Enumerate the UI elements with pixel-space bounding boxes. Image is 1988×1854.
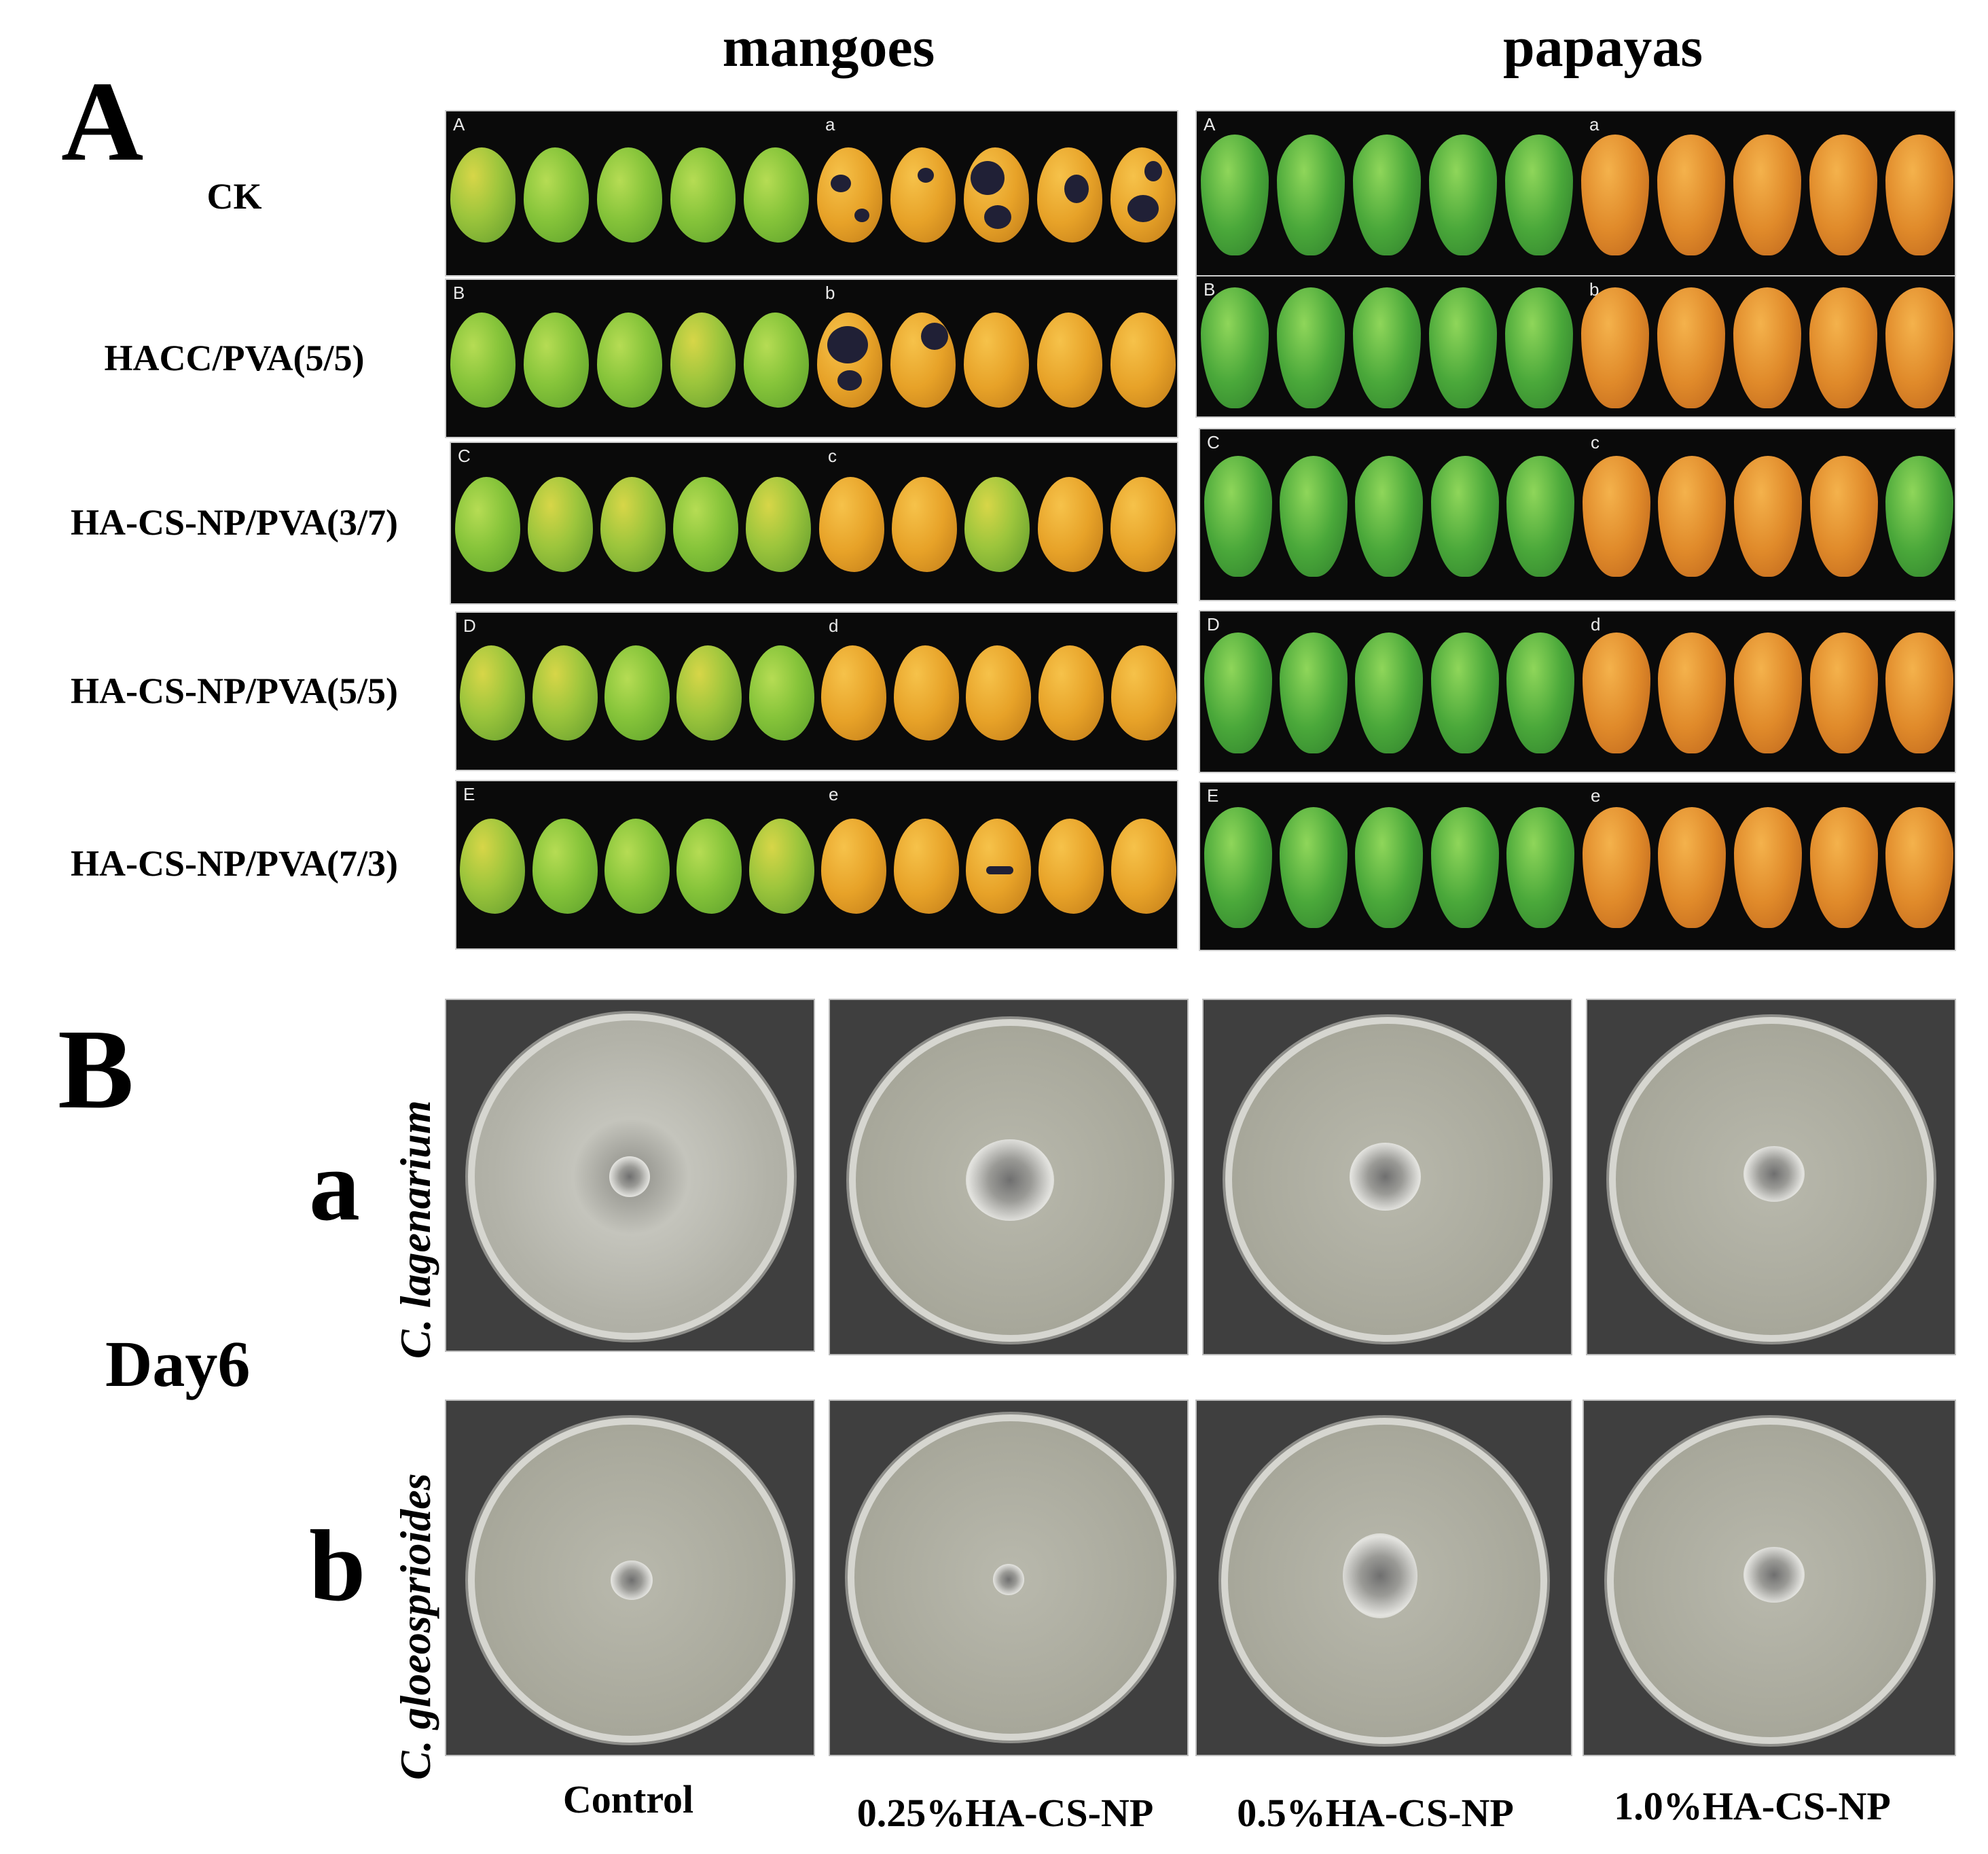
mango-after-tag: a [825, 114, 835, 135]
papaya-after-tag: c [1591, 432, 1600, 452]
plate-a-0-25 [829, 999, 1189, 1355]
mango-photo-row-hacc-pva: B b [445, 279, 1178, 438]
day-label: Day6 [105, 1327, 251, 1400]
plate-b-0-5 [1195, 1400, 1572, 1756]
mango-after-tag: d [829, 616, 839, 636]
papaya-photo-row-hacc-pva: B b [1195, 275, 1956, 418]
column-label-control: Control [562, 1777, 694, 1821]
mango-after-tag: b [825, 283, 835, 303]
species-label-c-gloeosprioides: C. gloeosprioides [391, 1473, 439, 1780]
row-label-ha-cs-np-pva-7-3: HA-CS-NP/PVA(7/3) [71, 843, 398, 884]
papaya-after-tag: d [1591, 614, 1601, 635]
plate-a-control [445, 999, 815, 1352]
plate-b-control [445, 1400, 815, 1756]
papaya-before-tag: C [1207, 432, 1220, 452]
papaya-after-tag: e [1591, 785, 1601, 806]
papaya-after-tag: a [1589, 114, 1600, 135]
mango-photo-row-3-7: C c [450, 442, 1178, 605]
mango-before-tag: A [453, 114, 465, 135]
papaya-photo-row-3-7: C c [1199, 428, 1956, 601]
column-label-1-0: 1.0%HA-CS-NP [1614, 1784, 1891, 1828]
papaya-photo-row-ck: A a [1195, 110, 1956, 277]
mango-photo-row-ck: A a [445, 110, 1178, 277]
mango-before-tag: C [458, 446, 471, 466]
row-label-ck: CK [206, 176, 262, 217]
row-letter-b: b [309, 1510, 366, 1622]
papaya-photo-row-7-3: E e [1199, 781, 1956, 951]
papaya-before-tag: A [1204, 114, 1216, 135]
column-label-0-5: 0.5%HA-CS-NP [1237, 1791, 1514, 1835]
plate-a-0-5 [1202, 999, 1572, 1355]
papaya-before-tag: B [1204, 279, 1216, 300]
papaya-before-tag: D [1207, 614, 1220, 635]
plate-b-1-0 [1583, 1400, 1956, 1756]
row-label-ha-cs-np-pva-5-5: HA-CS-NP/PVA(5/5) [71, 671, 398, 711]
plate-a-1-0 [1586, 999, 1956, 1355]
mango-after-tag: c [828, 446, 837, 466]
papaya-photo-row-5-5: D d [1199, 610, 1956, 773]
column-title-mangoes: mangoes [722, 16, 935, 79]
plate-b-0-25 [829, 1400, 1189, 1756]
mango-before-tag: D [463, 616, 476, 636]
column-label-0-25: 0.25%HA-CS-NP [856, 1791, 1154, 1835]
mango-before-tag: B [453, 283, 465, 303]
row-label-ha-cs-np-pva-3-7: HA-CS-NP/PVA(3/7) [71, 502, 398, 543]
row-label-hacc-pva-5-5: HACC/PVA(5/5) [104, 338, 365, 378]
mango-photo-row-7-3: E e [455, 780, 1178, 950]
mango-before-tag: E [463, 784, 475, 804]
mango-photo-row-5-5: D d [455, 611, 1178, 771]
column-title-papayas: papayas [1502, 16, 1703, 79]
panel-b-letter: B [58, 1006, 134, 1133]
species-label-c-lagenarium: C. lagenarium [391, 1100, 439, 1359]
panel-a-letter: A [61, 58, 144, 185]
mango-after-tag: e [829, 784, 839, 804]
row-letter-a: a [309, 1129, 360, 1242]
papaya-before-tag: E [1207, 785, 1219, 806]
